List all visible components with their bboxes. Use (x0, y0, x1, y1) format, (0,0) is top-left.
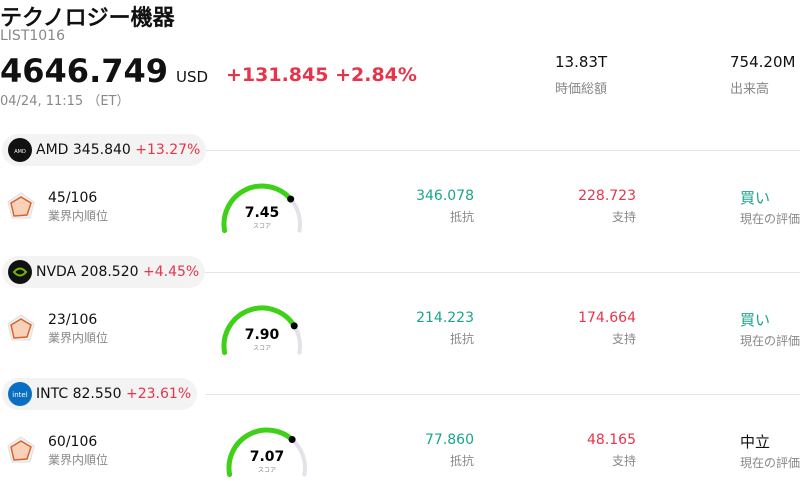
score-label: スコア (253, 345, 271, 352)
rank-icon (7, 436, 35, 463)
price: 208.520 (80, 264, 139, 280)
gauge-dot (290, 322, 298, 330)
ticker: INTC (36, 386, 69, 402)
resistance-label: 抵抗 (450, 332, 475, 346)
separator (205, 150, 800, 151)
rating: 買い (740, 189, 771, 207)
rank-label: 業界内順位 (48, 453, 109, 467)
change: +131.845 +2.84% (226, 64, 417, 86)
gauge-fill (221, 305, 297, 356)
radar-shape (10, 196, 32, 217)
rating-label: 現在の評価 (740, 334, 800, 348)
change-pct: +13.27% (135, 142, 201, 158)
logo: AMD (8, 138, 32, 162)
support-label: 支持 (612, 332, 637, 346)
separator (205, 272, 800, 273)
logo-bg (8, 382, 32, 406)
volume-label: 出来高 (730, 82, 770, 97)
support: 174.664 (578, 310, 636, 326)
logo (8, 260, 32, 284)
resistance: 214.223 (416, 310, 474, 326)
rank-icon (7, 314, 35, 341)
list-id: LIST1016 (0, 28, 65, 44)
score: 7.90 (245, 327, 280, 343)
rating-label: 現在の評価 (740, 456, 800, 470)
rating: 中立 (740, 433, 771, 451)
resistance: 77.860 (425, 432, 474, 448)
resistance-label: 抵抗 (450, 454, 475, 468)
score-gauge: 7.07 スコア (226, 427, 307, 478)
rating: 買い (740, 311, 771, 329)
support-label: 支持 (612, 210, 637, 224)
ticker: AMD (36, 142, 69, 158)
score: 7.45 (245, 205, 280, 221)
score-label: スコア (258, 467, 276, 474)
ticker-pill[interactable]: NVDA 208.520 +4.45% (2, 256, 206, 288)
gauge-fill (226, 427, 295, 478)
score-gauge: 7.45 スコア (221, 183, 302, 234)
change-pct: +23.61% (126, 386, 192, 402)
resistance: 346.078 (416, 188, 474, 204)
score-label: スコア (253, 223, 271, 230)
logo: intel (8, 382, 32, 406)
gauge-dot (287, 195, 295, 203)
price: 4646.749 (0, 52, 169, 90)
score-gauge: 7.90 スコア (221, 305, 302, 356)
rank: 23/106 (48, 312, 98, 328)
rank: 60/106 (48, 434, 98, 450)
gauge-dot (288, 435, 296, 443)
currency: USD (176, 68, 209, 86)
logo-text: intel (12, 391, 27, 399)
rank-label: 業界内順位 (48, 331, 109, 345)
rank: 45/106 (48, 190, 98, 206)
logo-bg (8, 260, 32, 284)
support-label: 支持 (612, 454, 637, 468)
change-abs: +131.845 (226, 64, 329, 86)
radar-shape (10, 318, 32, 339)
market-cap-label: 時価総額 (555, 82, 608, 97)
change-pct: +2.84% (335, 64, 417, 86)
ticker: NVDA (36, 264, 77, 280)
title: テクノロジー機器 (0, 6, 175, 31)
resistance-label: 抵抗 (450, 210, 475, 224)
logo-mark (12, 267, 28, 277)
price: 82.550 (72, 386, 122, 402)
logo-bg (8, 138, 32, 162)
market-cap: 13.83T (555, 53, 608, 71)
support: 48.165 (587, 432, 636, 448)
ticker-pill[interactable]: intel INTC 82.550 +23.61% (2, 378, 198, 410)
score: 7.07 (250, 449, 285, 465)
volume: 754.20M (730, 53, 796, 71)
support: 228.723 (578, 188, 636, 204)
price: 345.840 (72, 142, 131, 158)
rank-icon (7, 192, 35, 219)
rank-label: 業界内順位 (48, 209, 109, 223)
gauge-fill (221, 183, 294, 234)
rating-label: 現在の評価 (740, 212, 800, 226)
change-pct: +4.45% (142, 264, 200, 280)
radar-shape (10, 440, 32, 461)
logo-text: AMD (14, 149, 26, 155)
separator (205, 394, 800, 395)
datetime: 04/24, 11:15 （ET） (0, 94, 130, 109)
ticker-pill[interactable]: AMD AMD 345.840 +13.27% (2, 134, 207, 166)
